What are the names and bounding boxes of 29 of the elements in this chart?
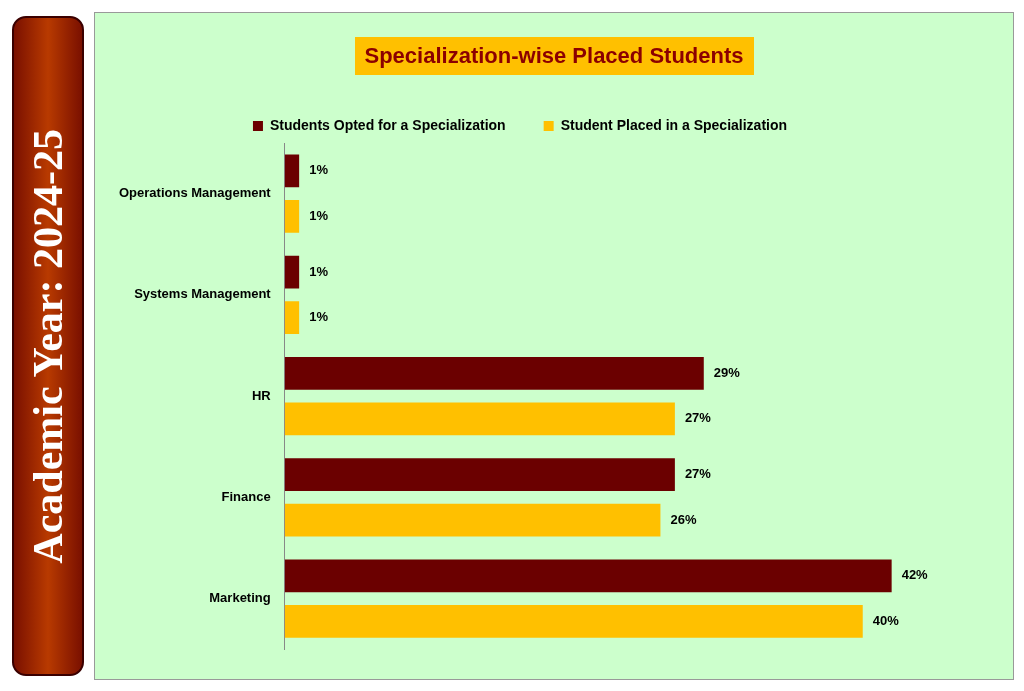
data-label: 1% — [309, 162, 329, 178]
y-tick-label: HR — [251, 387, 272, 403]
bar — [284, 200, 300, 233]
bar — [284, 559, 892, 593]
data-label: 42% — [901, 567, 929, 583]
y-tick-label: Finance — [221, 488, 271, 504]
y-tick-label: Systems Management — [134, 286, 272, 302]
data-label: 1% — [309, 207, 329, 223]
chart-title: Specialization-wise Placed Students — [354, 37, 754, 75]
data-label: 26% — [670, 511, 697, 527]
bar — [284, 154, 300, 188]
data-label: 27% — [684, 410, 712, 426]
data-label: 29% — [713, 364, 741, 380]
data-label: 40% — [872, 612, 900, 628]
legend-label: Students Opted for a Specialization — [269, 116, 506, 133]
bar — [284, 604, 863, 638]
y-tick-label: Operations Management — [118, 185, 272, 201]
data-label: 1% — [309, 309, 329, 325]
bar — [284, 255, 300, 289]
text: Academic Year: 2024-25 — [24, 128, 72, 564]
bar — [284, 402, 675, 436]
bar — [284, 356, 704, 390]
bar — [284, 503, 661, 537]
bar — [284, 301, 300, 335]
data-label: 1% — [309, 263, 329, 279]
y-tick-label: Marketing — [209, 590, 271, 606]
data-label: 27% — [684, 466, 712, 482]
bar — [284, 458, 675, 491]
legend-label: Student Placed in a Specialization — [560, 116, 788, 133]
